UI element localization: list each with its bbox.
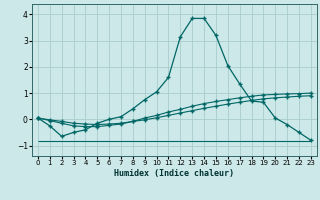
X-axis label: Humidex (Indice chaleur): Humidex (Indice chaleur): [115, 169, 234, 178]
